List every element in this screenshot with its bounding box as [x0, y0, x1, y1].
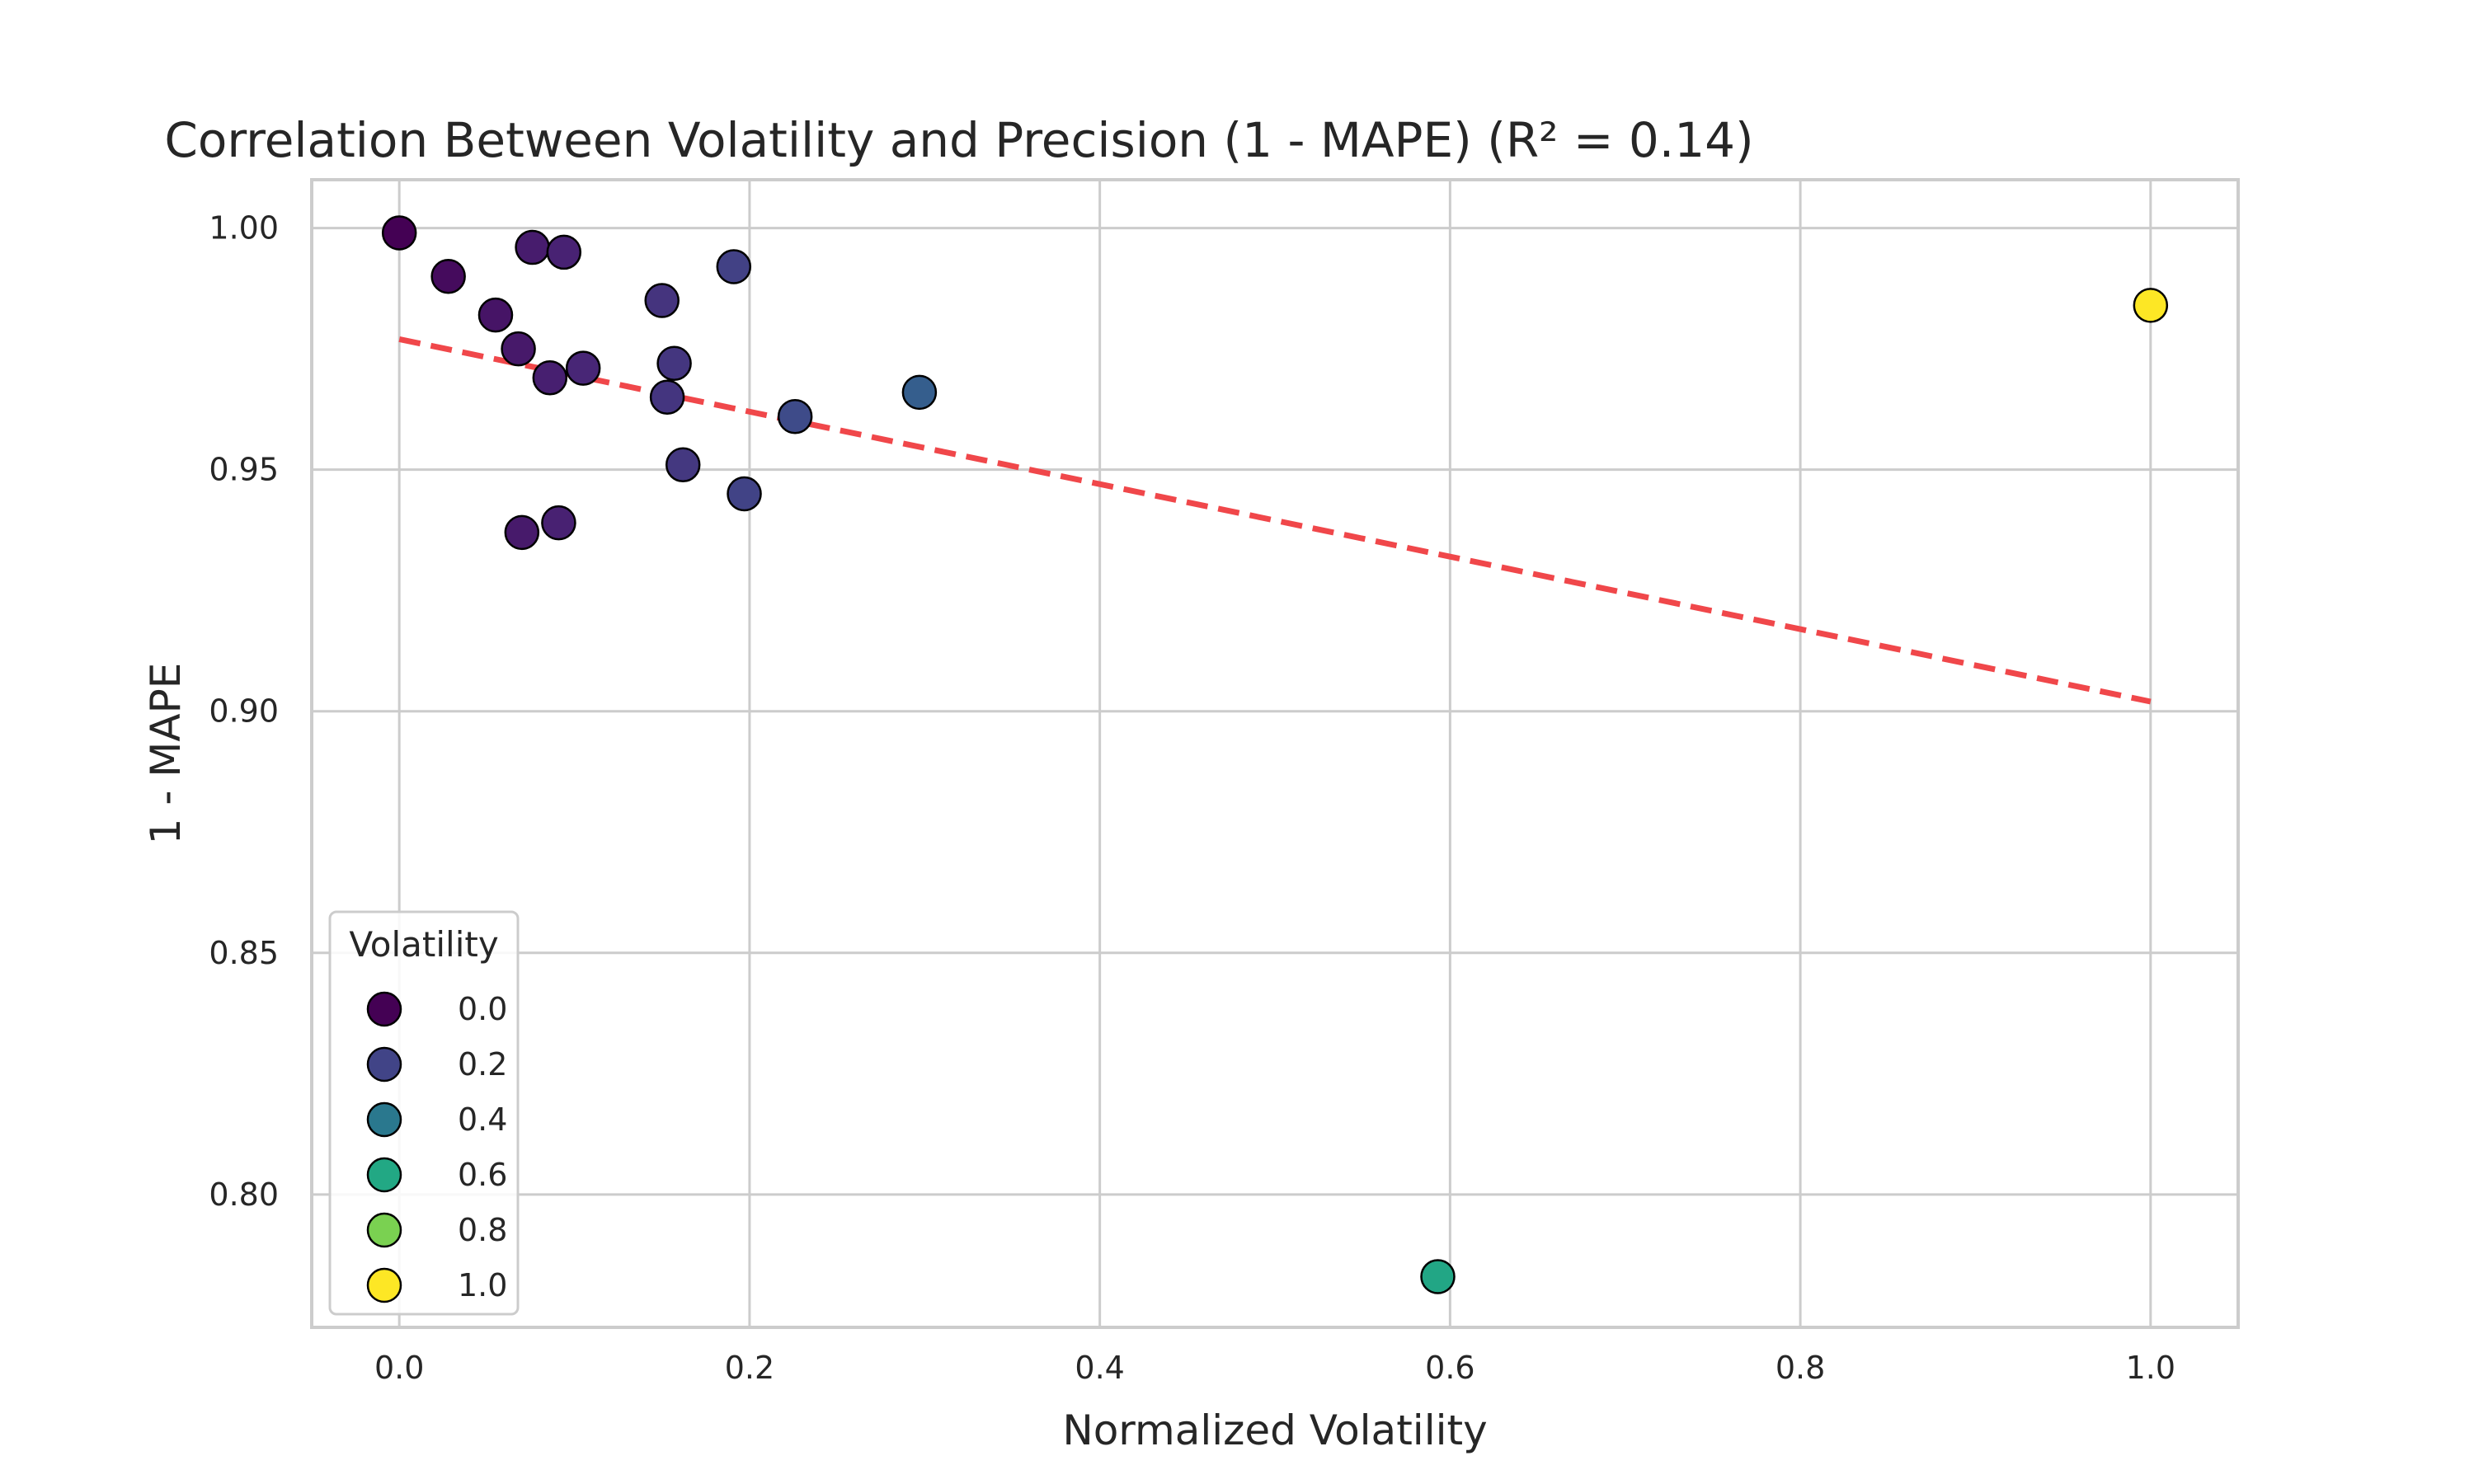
trend-line — [398, 336, 2152, 705]
data-point — [541, 505, 576, 541]
x-tick-label: 0.6 — [1425, 1350, 1475, 1386]
legend-marker — [366, 1101, 402, 1138]
x-axis-title: Normalized Volatility — [1062, 1407, 1487, 1454]
y-tick-label: 0.90 — [209, 693, 279, 730]
data-point — [430, 258, 466, 294]
x-tick-label: 0.0 — [374, 1350, 424, 1386]
x-tick-label: 0.2 — [725, 1350, 774, 1386]
data-point — [565, 350, 601, 386]
data-point — [1420, 1259, 1456, 1294]
legend-marker — [366, 1212, 402, 1248]
y-tick-label: 0.85 — [209, 935, 279, 971]
y-tick-label: 0.95 — [209, 452, 279, 488]
legend: Volatility 0.0 0.2 0.4 0.6 0.8 1.0 — [328, 910, 520, 1316]
plot-frame — [310, 178, 2240, 1329]
legend-entries: 0.0 0.2 0.4 0.6 0.8 1.0 — [366, 991, 507, 1303]
data-point — [777, 398, 813, 434]
data-points — [381, 215, 2169, 1294]
data-point — [901, 374, 938, 411]
legend-label: 0.4 — [458, 1101, 507, 1138]
data-point — [727, 476, 762, 512]
data-point — [532, 360, 568, 396]
x-tick-label: 1.0 — [2126, 1350, 2175, 1386]
data-point — [504, 514, 540, 551]
legend-label: 1.0 — [458, 1267, 507, 1303]
legend-marker — [366, 991, 402, 1027]
y-axis-title: 1 - MAPE — [142, 663, 190, 845]
data-point — [665, 447, 701, 483]
data-point — [649, 379, 685, 415]
y-tick-label: 0.80 — [209, 1176, 279, 1213]
y-tick-labels: 0.80 0.85 0.90 0.95 1.00 — [209, 210, 279, 1213]
grid-lines — [312, 180, 2238, 1327]
data-point — [501, 331, 536, 367]
data-point — [515, 229, 550, 265]
data-point — [546, 234, 582, 270]
chart-title: Correlation Between Volatility and Preci… — [164, 112, 1753, 168]
data-point — [477, 297, 514, 333]
data-point — [381, 215, 417, 251]
data-point — [644, 283, 680, 318]
legend-label: 0.8 — [458, 1212, 507, 1248]
data-point — [2133, 288, 2169, 323]
legend-label: 0.2 — [458, 1046, 507, 1082]
legend-label: 0.6 — [458, 1157, 507, 1193]
legend-marker — [366, 1267, 402, 1303]
x-tick-labels: 0.0 0.2 0.4 0.6 0.8 1.0 — [374, 1350, 2175, 1386]
legend-marker — [366, 1157, 402, 1193]
x-tick-label: 0.4 — [1075, 1350, 1124, 1386]
legend-title: Volatility — [349, 924, 498, 965]
legend-label: 0.0 — [458, 991, 507, 1027]
data-point — [656, 345, 692, 381]
data-point — [716, 249, 752, 284]
x-tick-label: 0.8 — [1776, 1350, 1825, 1386]
legend-marker — [366, 1046, 402, 1082]
y-tick-label: 1.00 — [209, 210, 279, 247]
